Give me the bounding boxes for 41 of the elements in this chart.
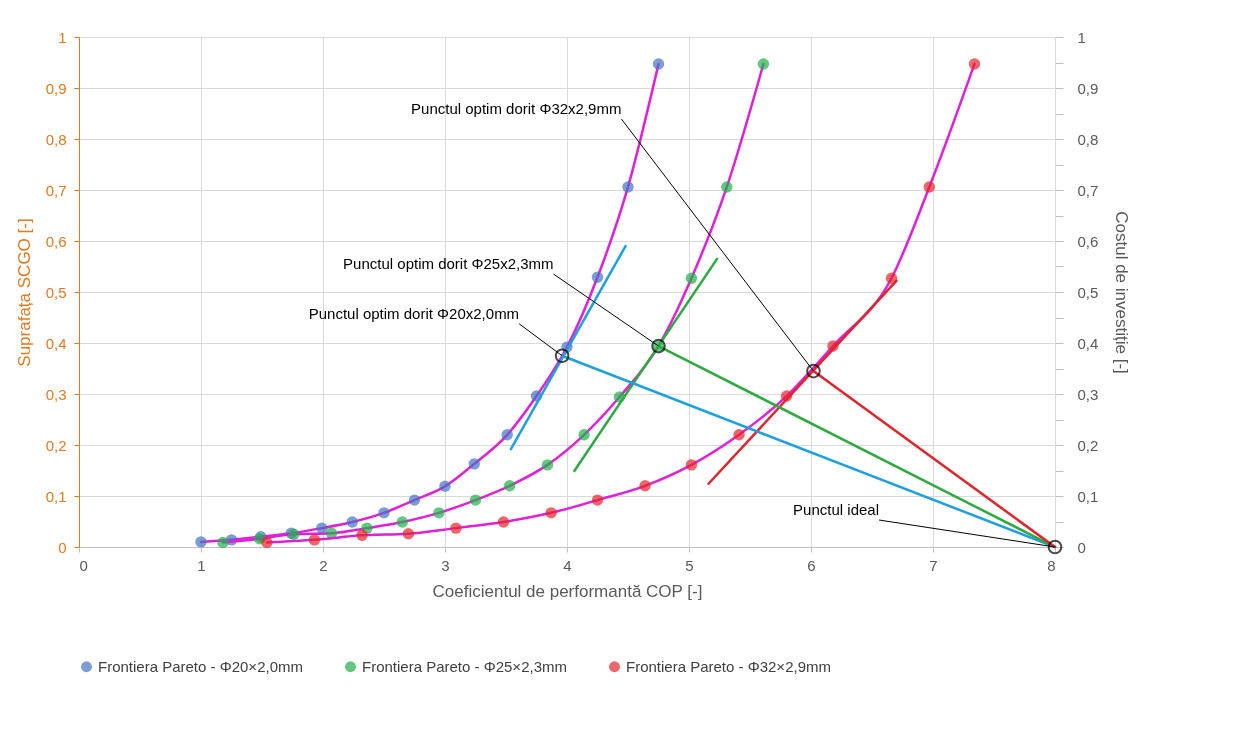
legend-label: Frontiera Pareto - Φ20×2,0mm bbox=[98, 657, 303, 675]
y-tick-label: 0,3 bbox=[45, 385, 67, 403]
y-tick-label: 0,6 bbox=[45, 232, 67, 250]
y2-tick-label: 0,1 bbox=[1077, 487, 1099, 505]
y-axis-title: Suprafața SCGO [-] bbox=[14, 218, 34, 367]
legend-label: Frontiera Pareto - Φ25×2,3mm bbox=[362, 657, 567, 675]
annotation: Punctul optim dorit Φ32x2,9mm bbox=[411, 100, 622, 118]
y2-tick-label: 0 bbox=[1077, 538, 1086, 556]
y2-tick-label: 0,3 bbox=[1077, 385, 1099, 403]
x-tick-label: 8 bbox=[1047, 556, 1056, 574]
x-tick-label: 1 bbox=[197, 556, 206, 574]
annotation: Punctul optim dorit Φ25x2,3mm bbox=[343, 255, 554, 273]
x-tick-label: 5 bbox=[685, 556, 694, 574]
y2-tick-label: 0,8 bbox=[1077, 130, 1099, 148]
x-tick-label: 2 bbox=[319, 556, 328, 574]
x-tick-label: 3 bbox=[441, 556, 450, 574]
y2-tick-label: 0,2 bbox=[1077, 436, 1099, 454]
x-tick-label: 4 bbox=[563, 556, 572, 574]
y-tick-label: 0,7 bbox=[45, 181, 67, 199]
y2-tick-label: 0,9 bbox=[1077, 79, 1099, 97]
x-tick-label: 7 bbox=[929, 556, 938, 574]
x-axis-title: Coeficientul de performantă COP [-] bbox=[432, 581, 703, 601]
y-tick-label: 0,5 bbox=[45, 283, 67, 301]
x-tick-label: 6 bbox=[807, 556, 816, 574]
y-tick-label: 0,8 bbox=[45, 130, 67, 148]
y2-tick-label: 0,7 bbox=[1077, 181, 1099, 199]
annotation: Punctul optim dorit Φ20x2,0mm bbox=[308, 304, 520, 322]
annotation: Punctul ideal bbox=[793, 501, 879, 518]
y2-tick-label: 1 bbox=[1077, 28, 1086, 46]
y-tick-label: 0,9 bbox=[45, 79, 67, 97]
y-tick-label: 0,4 bbox=[45, 334, 67, 352]
legend-label: Frontiera Pareto - Φ32×2,9mm bbox=[626, 657, 831, 675]
y2-tick-label: 0,6 bbox=[1077, 232, 1099, 250]
y2-axis-title: Costul de investiție [-] bbox=[1112, 211, 1132, 374]
y-tick-label: 0,2 bbox=[45, 436, 67, 454]
y2-tick-label: 0,4 bbox=[1077, 334, 1099, 352]
y-tick-label: 1 bbox=[58, 28, 67, 46]
y-tick-label: 0,1 bbox=[45, 487, 67, 505]
x-tick-label: 0 bbox=[79, 556, 88, 574]
y-tick-label: 0 bbox=[58, 538, 67, 556]
y2-tick-label: 0,5 bbox=[1077, 283, 1099, 301]
